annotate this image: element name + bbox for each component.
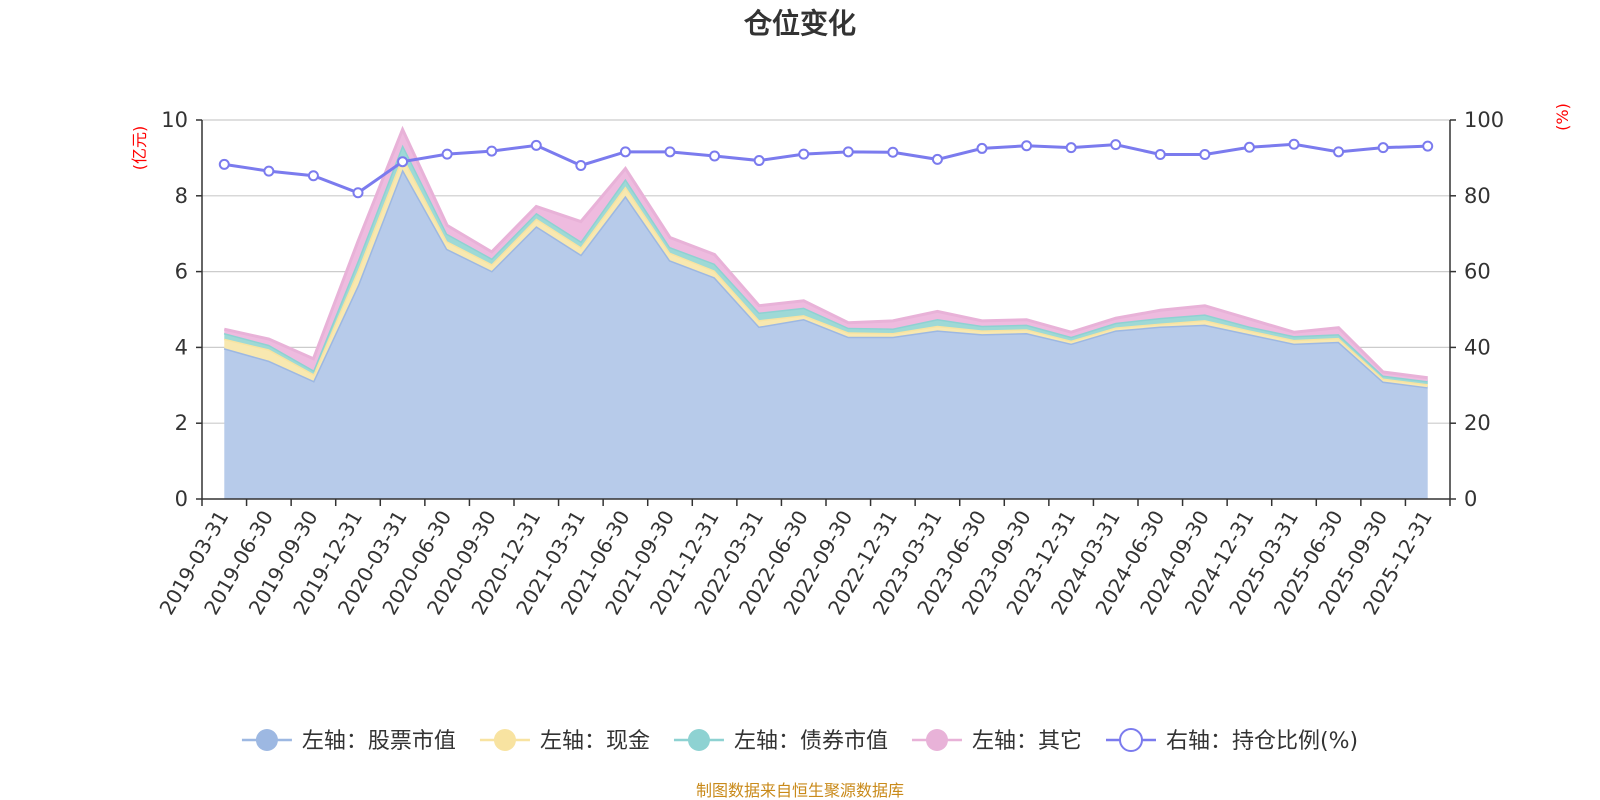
legend-symbol-dot xyxy=(255,729,278,751)
area-band xyxy=(224,169,1428,499)
ratio-point xyxy=(1243,141,1255,153)
left-axis-tick-label: 4 xyxy=(175,335,188,359)
ratio-point xyxy=(441,148,453,160)
left-axis-tick-label: 8 xyxy=(175,184,188,208)
right-axis-tick-label: 20 xyxy=(1464,411,1491,435)
legend-label: 左轴：现金 xyxy=(540,729,650,754)
area-band xyxy=(224,144,1428,385)
ratio-point xyxy=(1065,142,1077,154)
legend-item[interactable]: 左轴：现金 xyxy=(479,729,650,754)
ratio-point xyxy=(976,142,988,154)
legend-symbol-dot xyxy=(1118,728,1143,752)
data-source-note: 制图数据来自恒生聚源数据库 xyxy=(696,781,904,800)
legend-symbol-dot xyxy=(687,729,710,751)
chart-title: 仓位变化 xyxy=(744,7,856,40)
ratio-point xyxy=(709,150,721,162)
ratio-point xyxy=(753,155,765,167)
ratio-point xyxy=(842,146,854,158)
right-axis-tick-label: 0 xyxy=(1464,487,1477,511)
ratio-point xyxy=(1021,140,1033,152)
ratio-point xyxy=(1333,146,1345,158)
ratio-point xyxy=(887,146,899,158)
ratio-point xyxy=(575,159,587,171)
legend: 左轴：股票市值 左轴：现金 左轴：债券市值 左轴：其它 右轴：持仓比例(%) xyxy=(241,728,1358,754)
left-axis-tick-label: 2 xyxy=(175,411,188,435)
ratio-point xyxy=(1199,148,1211,160)
ratio-point xyxy=(263,165,275,177)
ratio-point xyxy=(1422,140,1434,152)
ratio-point xyxy=(530,139,542,151)
legend-symbol-dot xyxy=(493,729,516,751)
area-band xyxy=(224,129,1428,382)
ratio-point xyxy=(307,170,319,182)
ratio-point xyxy=(1377,142,1389,154)
left-axis-tick-label: 0 xyxy=(175,487,188,511)
legend-item[interactable]: 左轴：其它 xyxy=(911,729,1082,754)
ratio-point xyxy=(397,156,409,168)
legend-symbol-dot xyxy=(925,729,948,751)
legend-label: 左轴：其它 xyxy=(972,729,1082,754)
right-axis-tick-label: 100 xyxy=(1464,108,1504,132)
ratio-point xyxy=(1288,138,1300,150)
left-axis-unit: (亿元) xyxy=(130,126,149,171)
legend-label: 右轴：持仓比例(%) xyxy=(1166,729,1358,754)
right-axis-unit: (%) xyxy=(1553,103,1572,131)
ratio-line xyxy=(218,138,1434,199)
ratio-point xyxy=(664,146,676,158)
right-axis-tick-label: 60 xyxy=(1464,260,1491,284)
ratio-line-path xyxy=(224,142,1428,195)
ratio-point xyxy=(1154,148,1166,160)
legend-label: 左轴：股票市值 xyxy=(302,729,456,754)
left-axis-tick-label: 10 xyxy=(161,108,188,132)
stacked-areas xyxy=(223,125,1428,499)
ratio-point xyxy=(352,187,364,199)
legend-item[interactable]: 右轴：持仓比例(%) xyxy=(1105,728,1358,754)
ratio-point xyxy=(1110,139,1122,151)
ratio-point xyxy=(798,148,810,160)
legend-item[interactable]: 左轴：股票市值 xyxy=(241,729,456,754)
right-axis-tick-label: 40 xyxy=(1464,335,1491,359)
area-top-line xyxy=(223,125,1428,380)
ratio-point xyxy=(218,158,230,170)
right-axis-tick-label: 80 xyxy=(1464,184,1491,208)
left-axis-tick-label: 6 xyxy=(175,260,188,284)
ratio-point xyxy=(931,153,943,165)
ratio-point xyxy=(486,145,498,157)
legend-item[interactable]: 左轴：债券市值 xyxy=(673,729,888,754)
legend-label: 左轴：债券市值 xyxy=(734,729,888,754)
ratio-point xyxy=(619,146,631,158)
